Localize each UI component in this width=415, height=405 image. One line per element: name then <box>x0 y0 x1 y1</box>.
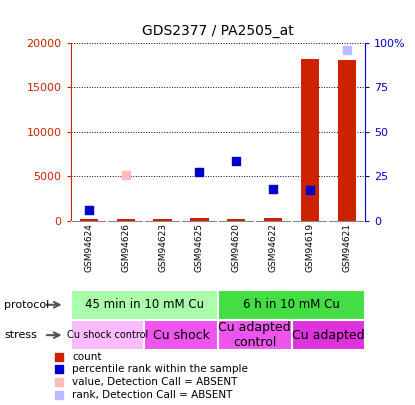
Bar <box>190 218 209 221</box>
Text: stress: stress <box>4 330 37 340</box>
Text: GSM94626: GSM94626 <box>121 223 130 272</box>
Text: rank, Detection Call = ABSENT: rank, Detection Call = ABSENT <box>72 390 232 400</box>
Text: percentile rank within the sample: percentile rank within the sample <box>72 364 248 374</box>
Bar <box>264 218 282 221</box>
Text: Cu adapted: Cu adapted <box>292 328 365 342</box>
Point <box>85 207 92 213</box>
Bar <box>144 320 218 350</box>
Point <box>56 391 63 398</box>
Bar <box>218 290 365 320</box>
Point <box>307 187 313 194</box>
Text: Cu shock control: Cu shock control <box>67 330 148 340</box>
Bar <box>71 320 144 350</box>
Point <box>344 47 350 53</box>
Point <box>56 354 63 360</box>
Bar <box>301 59 319 221</box>
Text: 6 h in 10 mM Cu: 6 h in 10 mM Cu <box>243 298 340 311</box>
Text: GSM94619: GSM94619 <box>305 223 315 272</box>
Text: count: count <box>72 352 101 362</box>
Text: protocol: protocol <box>4 300 49 310</box>
Text: GDS2377 / PA2505_at: GDS2377 / PA2505_at <box>142 24 294 38</box>
Text: 45 min in 10 mM Cu: 45 min in 10 mM Cu <box>85 298 204 311</box>
Bar <box>117 219 135 221</box>
Text: GSM94625: GSM94625 <box>195 223 204 272</box>
Text: Cu shock: Cu shock <box>153 328 210 342</box>
Point <box>56 379 63 385</box>
Text: Cu adapted
control: Cu adapted control <box>218 321 291 349</box>
Bar <box>80 219 98 221</box>
Bar <box>71 290 218 320</box>
Point <box>233 158 239 164</box>
Point <box>270 185 276 192</box>
Bar <box>218 320 291 350</box>
Text: GSM94622: GSM94622 <box>269 223 278 272</box>
Point <box>122 172 129 179</box>
Point <box>56 366 63 373</box>
Text: value, Detection Call = ABSENT: value, Detection Call = ABSENT <box>72 377 237 387</box>
Text: GSM94623: GSM94623 <box>158 223 167 272</box>
Bar <box>227 219 246 221</box>
Text: GSM94621: GSM94621 <box>342 223 351 272</box>
Bar <box>291 320 365 350</box>
Bar <box>154 219 172 221</box>
Text: GSM94620: GSM94620 <box>232 223 241 272</box>
Text: GSM94624: GSM94624 <box>85 223 93 272</box>
Bar <box>337 60 356 221</box>
Point <box>196 168 203 175</box>
